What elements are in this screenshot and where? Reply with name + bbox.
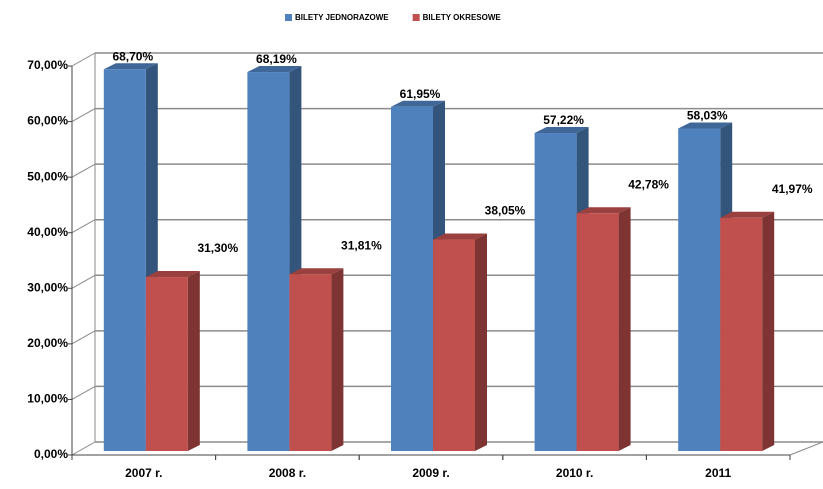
bar-front — [576, 213, 619, 451]
bar-top — [433, 233, 487, 240]
bar — [433, 233, 487, 451]
depth-line — [71, 274, 96, 289]
bar-front — [678, 128, 721, 452]
depth-line — [71, 108, 96, 123]
y-tick-label: 20,00% — [27, 336, 68, 350]
x-tick-label: 2011 — [705, 466, 731, 480]
y-tick-label: 30,00% — [27, 280, 68, 294]
value-label: 41,97% — [772, 182, 813, 196]
bar-side — [187, 271, 200, 451]
bar-top — [145, 271, 200, 278]
bar-front — [247, 72, 290, 452]
y-tick-label: 60,00% — [27, 114, 68, 128]
bar-front — [391, 106, 433, 452]
value-label: 38,05% — [485, 204, 526, 218]
x-tick-label: 2008 r. — [269, 466, 306, 480]
value-label: 68,19% — [256, 52, 297, 66]
legend-label: BILETY OKRESOWE — [423, 13, 502, 22]
bar-side — [762, 211, 775, 451]
bar-top — [534, 127, 589, 134]
floor-right — [789, 441, 823, 456]
depth-line — [71, 385, 96, 400]
bar-top — [720, 211, 775, 218]
bar-front — [145, 277, 188, 451]
value-label: 61,95% — [400, 87, 441, 101]
bar-top — [391, 100, 445, 107]
bar — [576, 207, 631, 451]
bar-side — [331, 268, 344, 451]
y-tick-label: 10,00% — [27, 392, 68, 406]
value-label: 31,81% — [341, 238, 382, 252]
depth-line — [71, 330, 96, 345]
bar-front — [720, 217, 763, 451]
bar-top — [576, 207, 631, 214]
y-tick-label: 50,00% — [27, 169, 68, 183]
value-label: 31,30% — [197, 241, 238, 255]
bar — [289, 268, 344, 451]
bar-top — [678, 122, 733, 129]
legend: BILETY JEDNORAZOWE BILETY OKRESOWE — [285, 13, 501, 22]
value-label: 42,78% — [628, 177, 669, 191]
value-label: 58,03% — [687, 109, 728, 123]
x-tick-label: 2009 r. — [412, 466, 449, 480]
depth-line — [71, 52, 96, 67]
bar-top — [103, 63, 158, 70]
bar-top — [289, 268, 344, 275]
x-tick-label: 2007 r. — [125, 466, 162, 480]
depth-line — [71, 441, 96, 456]
legend-swatch — [412, 14, 420, 21]
y-tick-label: 0,00% — [34, 447, 68, 461]
y-tick-label: 40,00% — [27, 225, 68, 239]
depth-line — [71, 219, 96, 234]
bar-front — [433, 239, 475, 451]
x-tick-label: 2010 r. — [556, 466, 593, 480]
legend-label: BILETY JEDNORAZOWE — [295, 13, 389, 22]
bar-side — [618, 207, 631, 451]
value-label: 57,22% — [543, 113, 584, 127]
bar-front — [103, 69, 146, 451]
bar — [391, 100, 445, 452]
bar — [145, 271, 200, 451]
legend-swatch — [285, 14, 292, 21]
y-tick-label: 70,00% — [27, 58, 68, 72]
bar — [720, 211, 775, 451]
bar-front — [289, 274, 332, 451]
bar-side — [475, 233, 487, 451]
value-label: 68,70% — [112, 49, 153, 63]
bar-top — [247, 66, 302, 73]
bar-front — [534, 133, 577, 452]
depth-line — [71, 163, 96, 178]
